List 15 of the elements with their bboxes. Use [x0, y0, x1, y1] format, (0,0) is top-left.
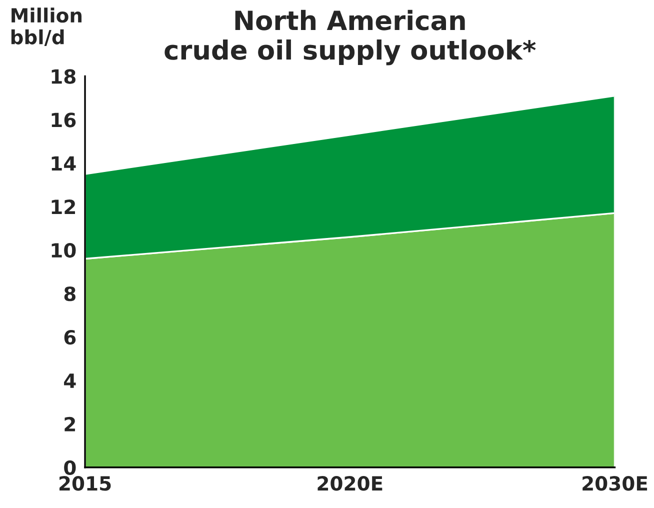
y-tick-label: 8: [64, 286, 76, 302]
y-axis-title: Million bbl/d: [11, 8, 82, 46]
chart-title: North American crude oil supply outlook*: [164, 10, 536, 66]
y-tick-label: 0: [64, 460, 76, 476]
y-tick-label: 18: [52, 69, 76, 84]
y-tick-label: 4: [64, 374, 76, 388]
y-tick-label: 12: [52, 200, 75, 214]
y-tick-label: 14: [52, 156, 76, 171]
y-tick-label: 16: [52, 112, 76, 128]
x-tick-label: 2030E: [582, 476, 648, 491]
x-tick-label: 2015: [60, 476, 111, 491]
y-tick-label: 2: [64, 416, 75, 432]
x-tick-label: 2020E: [318, 476, 382, 491]
y-tick-label: 10: [52, 243, 76, 258]
y-tick-label: 6: [64, 330, 76, 345]
